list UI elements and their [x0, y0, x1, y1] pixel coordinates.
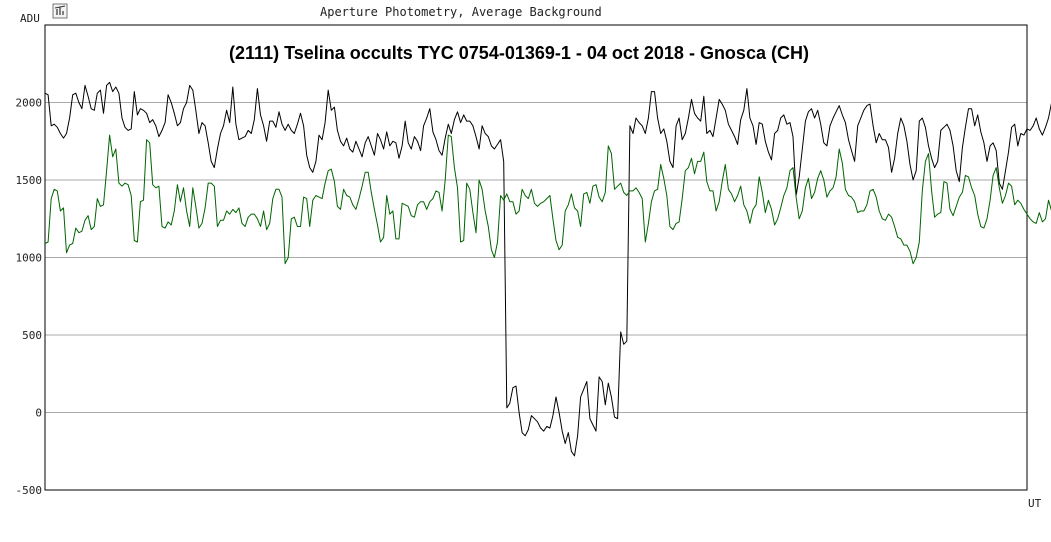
y-tick-labels: -500 0 500 1000 1500 2000 — [16, 97, 43, 498]
y-axis-label: ADU — [20, 12, 40, 25]
x-axis-label: UT — [1028, 497, 1042, 510]
chart-settings-icon[interactable] — [52, 3, 68, 19]
series-line-green — [44, 134, 1051, 265]
data-series — [44, 81, 1051, 457]
plot-frame — [44, 24, 1028, 491]
header-caption: Aperture Photometry, Average Background — [320, 5, 602, 19]
chart-title: (2111) Tselina occults TYC 0754-01369-1 … — [229, 43, 809, 63]
y-tick-label: 1500 — [16, 174, 43, 187]
y-tick-label: -500 — [16, 484, 43, 497]
y-tick-label: 500 — [22, 329, 42, 342]
grid-lines — [45, 102, 1027, 413]
y-tick-label: 0 — [35, 407, 42, 420]
series-line-black — [44, 81, 1051, 457]
y-tick-label: 2000 — [16, 97, 43, 110]
y-tick-label: 1000 — [16, 252, 43, 265]
